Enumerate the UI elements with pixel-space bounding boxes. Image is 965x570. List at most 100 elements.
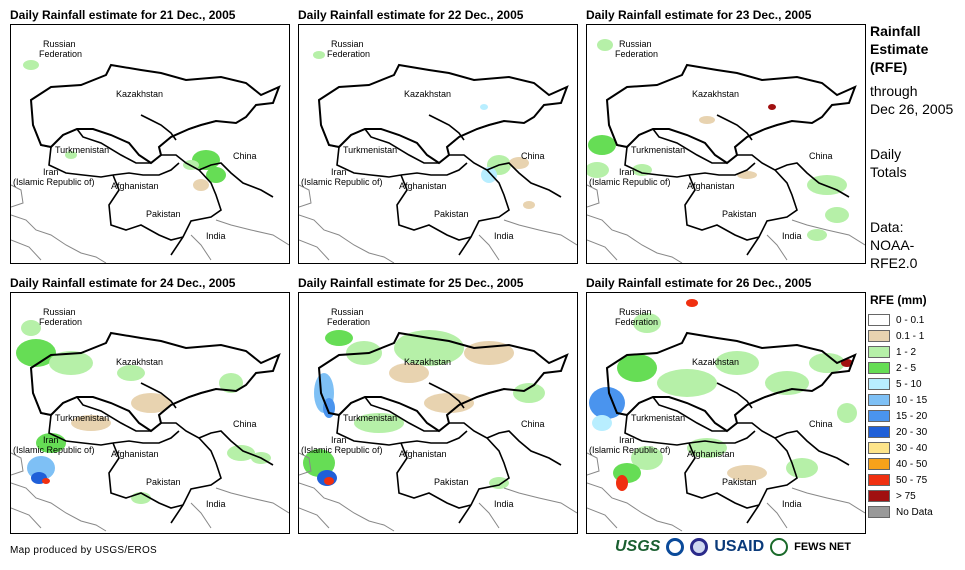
- legend-swatch: [868, 442, 890, 454]
- country-border: [76, 396, 151, 432]
- country-label-kazakhstan: Kazakhstan: [116, 89, 163, 99]
- country-label-afghanistan: Afghanistan: [399, 449, 447, 459]
- coastline: [587, 184, 865, 263]
- rain-patch: [588, 135, 616, 155]
- country-label-federation: Federation: [615, 317, 658, 327]
- country-label-india: India: [494, 499, 514, 509]
- country-label-india: India: [206, 231, 226, 241]
- rain-patch: [219, 373, 243, 393]
- country-label-iran: Iran: [331, 167, 347, 177]
- panel-title-22: Daily Rainfall estimate for 22 Dec., 200…: [298, 8, 524, 22]
- rain-patch: [480, 104, 488, 110]
- rain-patch: [325, 330, 353, 346]
- rain-patch: [354, 413, 404, 433]
- legend-label: 30 - 40: [896, 442, 928, 454]
- legend-item: No Data: [868, 504, 933, 520]
- country-label-india: India: [206, 499, 226, 509]
- legend-swatch: [868, 474, 890, 486]
- country-border: [112, 162, 180, 176]
- country-label-iran-sub: (Islamic Republic of): [13, 445, 95, 455]
- country-border: [774, 162, 850, 198]
- rain-patch: [513, 383, 545, 403]
- side-title-2: Estimate: [870, 41, 929, 57]
- country-border: [726, 154, 798, 256]
- country-border: [652, 128, 727, 164]
- country-label-federation: Federation: [327, 49, 370, 59]
- map-panel-25[interactable]: Russian Federation Kazakhstan Turkmenistan C…: [298, 292, 578, 534]
- country-border: [158, 120, 217, 148]
- map-panel-26[interactable]: Russian Federation Kazakhstan Turkmenistan C…: [586, 292, 866, 534]
- country-border: [688, 162, 756, 176]
- country-label-india: India: [494, 231, 514, 241]
- legend-item: 1 - 2: [868, 344, 933, 360]
- country-border: [400, 162, 468, 176]
- legend-swatch: [868, 362, 890, 374]
- rain-patch: [616, 475, 628, 491]
- rain-patch: [686, 299, 698, 307]
- central-asia-outline: [29, 331, 281, 433]
- legend-label: > 75: [896, 490, 916, 502]
- country-border: [446, 120, 505, 148]
- country-border: [336, 414, 402, 446]
- logo-strip: USGS USAID FEWS NET: [615, 538, 851, 556]
- country-label-federation: Federation: [615, 49, 658, 59]
- country-label-russia: Russian: [331, 307, 364, 317]
- country-border: [48, 146, 114, 178]
- country-label-federation: Federation: [327, 317, 370, 327]
- coastline: [587, 452, 865, 532]
- rain-patch: [699, 116, 715, 124]
- rain-patch: [807, 229, 827, 241]
- country-label-china: China: [809, 151, 833, 161]
- rain-patch: [837, 403, 857, 423]
- legend-item: 15 - 20: [868, 408, 933, 424]
- central-asia-outline: [317, 63, 569, 165]
- rain-patch: [509, 157, 529, 169]
- country-border: [150, 422, 222, 524]
- country-label-china: China: [809, 419, 833, 429]
- map-panel-23[interactable]: Russian Federation Kazakhstan Turkmenistan C…: [586, 24, 866, 264]
- country-label-russia: Russian: [331, 39, 364, 49]
- country-label-kazakhstan: Kazakhstan: [692, 89, 739, 99]
- panel-title-21: Daily Rainfall estimate for 21 Dec., 200…: [10, 8, 236, 22]
- rain-patch: [765, 371, 809, 395]
- coastline: [299, 452, 577, 532]
- side-data-src2: RFE2.0: [870, 255, 918, 271]
- usaid-logo: USAID: [714, 538, 765, 555]
- country-label-turkmenistan: Turkmenistan: [343, 145, 397, 155]
- country-border: [364, 128, 439, 164]
- rain-patch: [394, 330, 464, 366]
- side-daily: Daily: [870, 146, 902, 162]
- legend-label: 10 - 15: [896, 394, 928, 406]
- country-label-iran-sub: (Islamic Republic of): [589, 445, 671, 455]
- central-asia-outline: [317, 331, 569, 433]
- rain-patch: [71, 415, 111, 431]
- map-panel-22[interactable]: Russian Federation Kazakhstan Turkmenistan C…: [298, 24, 578, 264]
- country-label-iran: Iran: [619, 435, 635, 445]
- country-label-pakistan: Pakistan: [146, 477, 181, 487]
- country-border: [438, 422, 510, 524]
- rain-patch: [206, 167, 226, 183]
- coastline: [11, 452, 289, 532]
- legend-swatch: [868, 426, 890, 438]
- panel-title-24: Daily Rainfall estimate for 24 Dec., 200…: [10, 276, 236, 290]
- legend-item: 50 - 75: [868, 472, 933, 488]
- central-asia-outline: [605, 331, 857, 433]
- country-border: [396, 174, 472, 241]
- country-label-kazakhstan: Kazakhstan: [692, 357, 739, 367]
- coastline: [299, 184, 577, 263]
- country-border: [734, 120, 793, 148]
- rain-patch: [786, 458, 818, 478]
- country-label-russia: Russian: [619, 39, 652, 49]
- country-border: [486, 430, 562, 466]
- country-label-iran-sub: (Islamic Republic of): [13, 177, 95, 187]
- rain-patch: [117, 365, 145, 381]
- country-border: [624, 146, 690, 178]
- map-panel-21[interactable]: Russian Federation Kazakhstan Turkmenistan C…: [10, 24, 290, 264]
- country-border: [688, 430, 756, 444]
- country-label-kazakhstan: Kazakhstan: [116, 357, 163, 367]
- country-border: [486, 162, 562, 198]
- map-panel-24[interactable]: Russian Federation Kazakhstan Turkmenistan C…: [10, 292, 290, 534]
- legend-label: 0.1 - 1: [896, 330, 925, 342]
- country-label-kazakhstan: Kazakhstan: [404, 89, 451, 99]
